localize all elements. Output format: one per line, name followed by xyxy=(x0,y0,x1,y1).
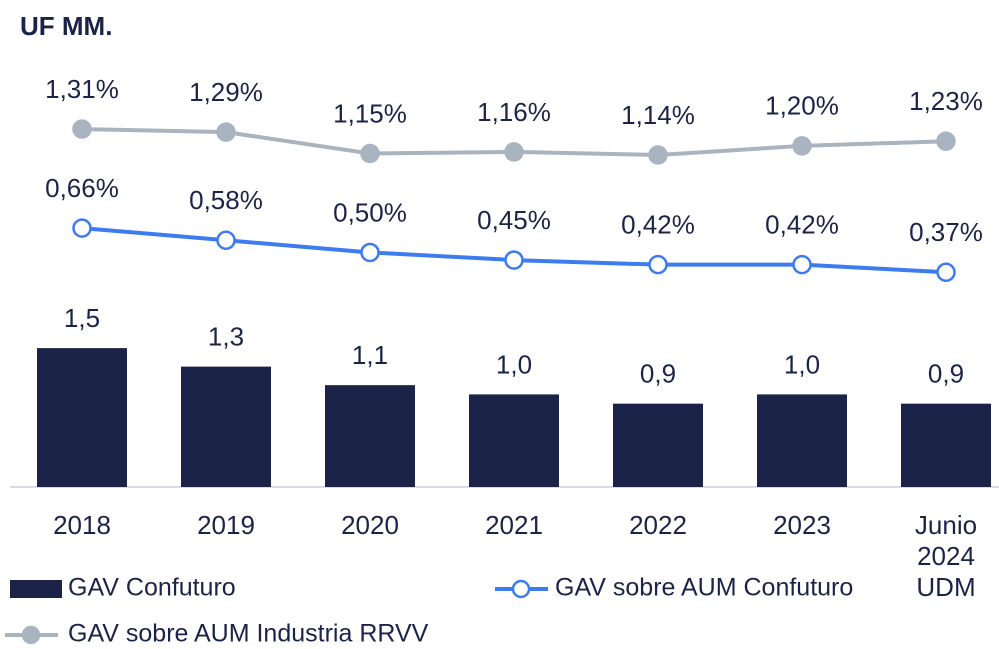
bar-value-label: 0,9 xyxy=(928,359,964,389)
legend-label: GAV Confuturo xyxy=(68,574,236,602)
line-value-label: 0,66% xyxy=(45,173,119,203)
legend-label: GAV sobre AUM Confuturo xyxy=(555,574,853,602)
line-value-label: 1,16% xyxy=(477,97,551,127)
legend-swatch xyxy=(10,580,62,598)
line-marker xyxy=(504,250,524,270)
x-tick-label: 2020 xyxy=(341,510,399,540)
line-value-label: 0,45% xyxy=(477,205,551,235)
line-value-label: 1,29% xyxy=(189,77,263,107)
bar xyxy=(181,366,271,487)
line-value-label: 1,20% xyxy=(765,91,839,121)
bar-value-label: 1,1 xyxy=(352,340,388,370)
line-marker xyxy=(648,254,668,275)
x-tick-label: 2019 xyxy=(197,510,255,540)
bar-value-label: 1,0 xyxy=(496,349,532,379)
x-tick-label: Junio 2024 UDM xyxy=(915,510,977,602)
bar xyxy=(901,403,991,487)
line-value-label: 0,50% xyxy=(333,197,407,227)
line-marker xyxy=(792,254,812,275)
bar xyxy=(469,394,559,487)
line-value-label: 0,37% xyxy=(909,217,983,247)
bar xyxy=(757,394,847,487)
line-value-label: 1,14% xyxy=(621,100,695,130)
line-marker xyxy=(648,145,668,165)
bar xyxy=(613,403,703,487)
x-tick-label: 2022 xyxy=(629,510,687,540)
legend-marker xyxy=(21,625,41,645)
legend-label: GAV sobre AUM Industria RRVV xyxy=(68,620,429,648)
line-marker xyxy=(360,242,380,263)
line-marker xyxy=(72,218,92,238)
x-tick-label: 2021 xyxy=(485,510,543,540)
line-value-label: 1,23% xyxy=(909,86,983,116)
legend-marker xyxy=(511,579,531,599)
line-marker xyxy=(792,136,812,156)
bar-value-label: 1,3 xyxy=(208,321,244,351)
line-marker xyxy=(216,230,236,251)
line-marker xyxy=(936,262,956,283)
line-marker xyxy=(504,142,524,162)
line-marker xyxy=(360,143,380,164)
line-marker xyxy=(936,131,956,152)
line-marker xyxy=(216,122,236,142)
line-value-label: 1,31% xyxy=(45,74,119,104)
line-marker xyxy=(72,119,92,139)
bar-value-label: 1,5 xyxy=(64,303,100,333)
bar xyxy=(37,348,127,487)
line-value-label: 0,58% xyxy=(189,185,263,215)
x-tick-label: 2023 xyxy=(773,510,831,540)
bar xyxy=(325,385,415,487)
x-tick-label: 2018 xyxy=(53,510,111,540)
chart-title: UF MM. xyxy=(20,11,112,41)
line-value-label: 0,42% xyxy=(765,210,839,240)
bar-value-label: 1,0 xyxy=(784,349,820,379)
bar-value-label: 0,9 xyxy=(640,359,676,389)
line-value-label: 1,15% xyxy=(333,98,407,128)
line-value-label: 0,42% xyxy=(621,210,695,240)
